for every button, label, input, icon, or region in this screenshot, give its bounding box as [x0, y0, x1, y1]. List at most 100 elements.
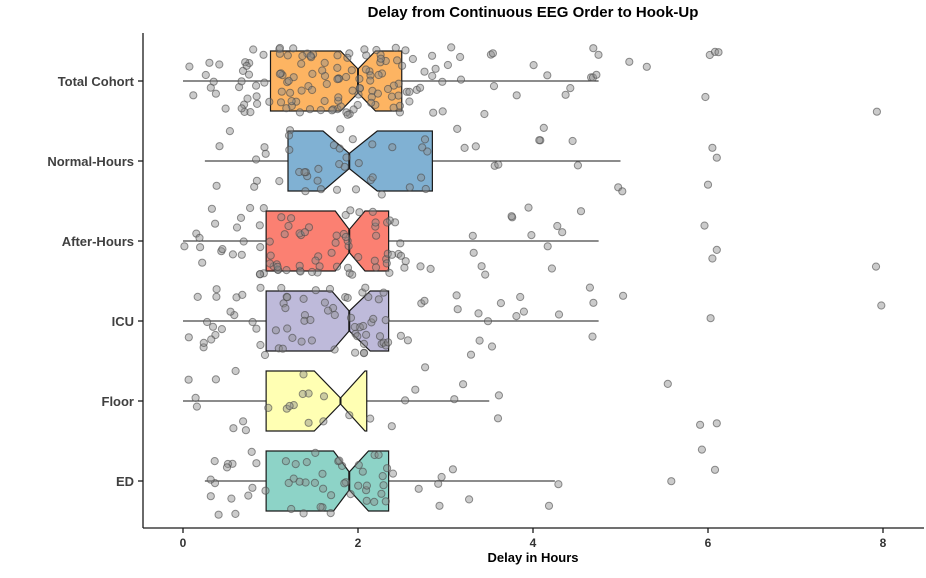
data-point: [494, 160, 503, 169]
data-point: [320, 58, 329, 68]
data-point: [255, 221, 264, 230]
data-point: [343, 293, 352, 302]
data-point: [370, 497, 379, 506]
data-point: [287, 504, 296, 514]
data-point: [568, 136, 577, 146]
data-point: [231, 366, 240, 376]
data-point: [331, 238, 340, 247]
data-point: [346, 313, 356, 322]
data-point: [271, 326, 280, 335]
data-point: [371, 222, 380, 231]
data-point: [332, 262, 342, 271]
data-point: [212, 292, 221, 301]
data-point: [276, 98, 286, 107]
data-point: [663, 379, 672, 388]
data-point: [193, 292, 202, 301]
x-tick-label: 4: [530, 536, 537, 550]
data-point: [368, 207, 377, 216]
data-point: [336, 125, 345, 134]
data-point: [203, 317, 212, 327]
data-point: [191, 393, 200, 402]
data-point: [391, 218, 400, 227]
data-point: [474, 309, 483, 318]
data-point: [207, 335, 216, 344]
data-point: [211, 89, 220, 98]
data-point: [304, 418, 313, 427]
data-point: [471, 142, 480, 151]
data-point: [443, 60, 452, 70]
data-point: [488, 49, 497, 58]
data-point: [298, 51, 307, 61]
data-point: [252, 92, 261, 101]
data-point: [295, 477, 304, 486]
data-point: [231, 509, 240, 519]
data-point: [318, 66, 327, 75]
data-point: [314, 164, 323, 173]
data-point: [305, 105, 315, 114]
data-point: [383, 464, 392, 473]
data-point: [362, 481, 371, 490]
data-point: [304, 389, 313, 398]
data-point: [438, 107, 447, 116]
data-point: [700, 221, 709, 230]
data-point: [872, 107, 882, 116]
data-point: [389, 103, 398, 112]
data-point: [494, 391, 503, 400]
data-point: [403, 336, 412, 345]
data-point: [199, 338, 208, 347]
data-point: [300, 316, 309, 325]
data-point: [322, 79, 331, 89]
data-point: [388, 143, 397, 152]
notched-box: [265, 210, 390, 272]
data-point: [300, 228, 309, 237]
data-point: [212, 285, 221, 294]
data-point: [291, 460, 300, 469]
data-point: [460, 143, 469, 152]
data-point: [307, 336, 316, 345]
data-point: [710, 465, 720, 474]
data-point: [287, 214, 296, 223]
data-point: [237, 250, 246, 259]
data-point: [395, 101, 404, 111]
data-point: [708, 254, 717, 263]
data-point: [385, 268, 394, 277]
data-point: [189, 91, 198, 100]
data-point: [431, 64, 440, 73]
data-point: [373, 89, 382, 98]
data-point: [299, 294, 308, 303]
data-point: [301, 187, 310, 196]
data-point: [209, 77, 218, 86]
data-point: [420, 67, 429, 76]
data-point: [417, 173, 426, 182]
data-point: [428, 71, 437, 81]
data-point: [343, 53, 352, 62]
data-point: [696, 420, 705, 429]
data-point: [362, 496, 371, 505]
data-point: [401, 257, 410, 266]
data-point: [405, 97, 414, 106]
data-point: [561, 90, 570, 99]
data-point: [466, 350, 476, 359]
data-point: [348, 270, 357, 279]
category-label: Total Cohort: [58, 74, 135, 89]
data-point: [353, 332, 362, 341]
data-point: [198, 258, 207, 267]
data-point: [247, 447, 256, 456]
data-point: [332, 185, 342, 194]
data-point: [588, 332, 597, 341]
data-point: [368, 140, 377, 149]
data-point: [554, 310, 564, 319]
data-point: [519, 307, 529, 316]
data-point: [481, 270, 490, 279]
data-point: [642, 62, 651, 71]
data-point: [585, 283, 595, 292]
data-point: [381, 497, 390, 506]
data-point: [350, 322, 359, 332]
data-point: [411, 385, 420, 394]
data-point: [592, 70, 601, 79]
data-point: [456, 52, 465, 62]
data-point: [217, 325, 226, 334]
data-point: [215, 142, 224, 151]
data-point: [706, 314, 715, 323]
data-point: [287, 97, 296, 106]
